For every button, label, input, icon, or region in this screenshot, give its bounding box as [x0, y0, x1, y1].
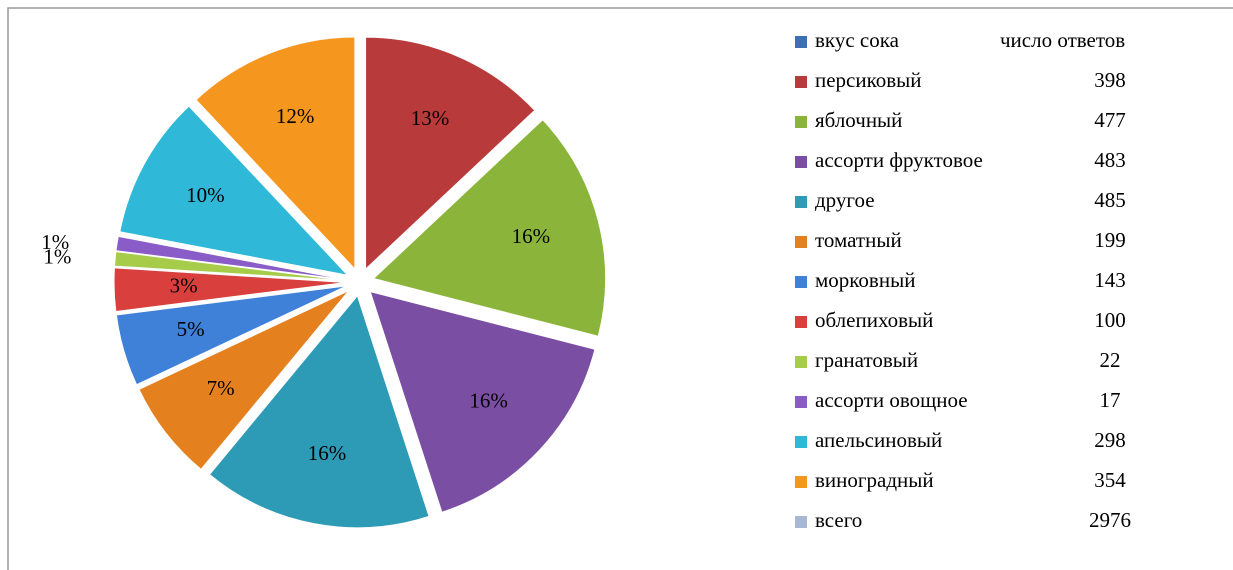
pie-slice — [115, 285, 347, 386]
legend-marker — [795, 236, 807, 248]
legend-marker — [795, 356, 807, 368]
slice-label: 3% — [170, 273, 198, 297]
legend-label: облепиховый — [815, 308, 933, 332]
legend-label: ассорти овощное — [815, 388, 968, 412]
pie-slice — [195, 36, 356, 271]
legend-label: яблочный — [815, 108, 902, 132]
legend-marker — [795, 396, 807, 408]
legend-label: томатный — [815, 228, 902, 252]
legend-label: всего — [815, 508, 862, 532]
pie-slice — [113, 267, 347, 313]
slice-label: 16% — [308, 441, 347, 465]
slice-label: 13% — [411, 106, 450, 130]
legend-header: число ответов — [1000, 28, 1125, 52]
legend-marker — [795, 316, 807, 328]
legend-marker — [795, 76, 807, 88]
legend-marker — [795, 116, 807, 128]
pie-slice — [365, 36, 536, 271]
slice-label: 16% — [512, 224, 551, 248]
legend-header: вкус сока — [815, 28, 900, 52]
legend-count: 354 — [1094, 468, 1126, 492]
legend-count: 398 — [1094, 68, 1126, 92]
legend-marker — [795, 516, 807, 528]
pie-slice — [113, 251, 347, 282]
slice-label: 5% — [177, 317, 205, 341]
legend-marker — [795, 476, 807, 488]
legend-count: 199 — [1094, 228, 1126, 252]
pie-slice — [119, 105, 350, 277]
pie-slice — [372, 118, 607, 337]
legend-count: 485 — [1094, 188, 1126, 212]
legend-marker — [795, 436, 807, 448]
legend-marker — [795, 196, 807, 208]
slice-label: 1% — [41, 230, 69, 254]
legend-count: 477 — [1094, 108, 1126, 132]
legend-count: 298 — [1094, 428, 1126, 452]
pie-slice — [208, 294, 430, 529]
slice-label: 1% — [43, 245, 71, 269]
legend-count: 143 — [1094, 268, 1126, 292]
pie-slice — [138, 290, 350, 471]
slice-label: 12% — [276, 104, 315, 128]
slice-label: 7% — [207, 376, 235, 400]
slice-label: 16% — [469, 389, 508, 413]
pie-slice — [115, 235, 347, 281]
legend-count: 22 — [1100, 348, 1121, 372]
legend-label: морковный — [815, 268, 915, 292]
legend-count: 2976 — [1089, 508, 1131, 532]
pie-slice — [369, 290, 596, 513]
legend-label: персиковый — [815, 68, 922, 92]
legend-count: 483 — [1094, 148, 1126, 172]
legend-label: ассорти фруктовое — [815, 148, 983, 172]
legend-label: другое — [815, 188, 875, 212]
legend-marker — [795, 156, 807, 168]
slice-label: 10% — [186, 183, 225, 207]
legend-label: гранатовый — [815, 348, 918, 372]
legend-count: 100 — [1094, 308, 1126, 332]
legend-marker — [795, 36, 807, 48]
legend-label: виноградный — [815, 468, 934, 492]
legend-label: апельсиновый — [815, 428, 942, 452]
frame — [7, 7, 1233, 570]
legend-marker — [795, 276, 807, 288]
legend-count: 17 — [1100, 388, 1121, 412]
